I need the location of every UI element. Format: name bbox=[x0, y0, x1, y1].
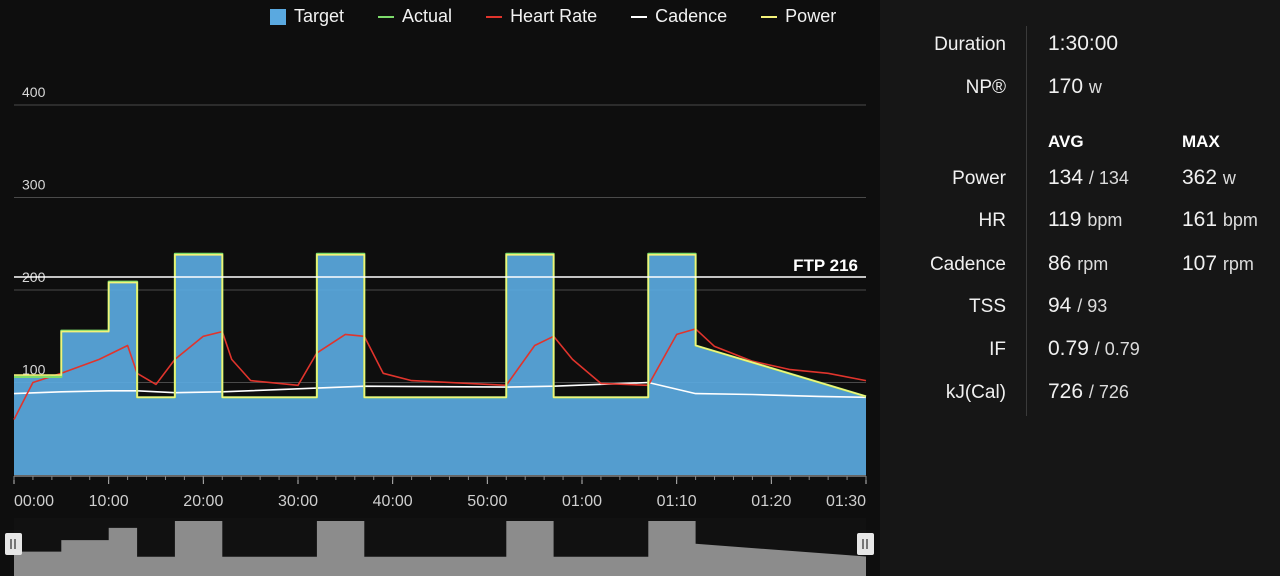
stat-label-cadence: Cadence bbox=[929, 254, 1006, 275]
overview-target-area bbox=[14, 521, 866, 576]
scrubber-handle-right[interactable] bbox=[857, 533, 874, 555]
legend-item-heart-rate: Heart Rate bbox=[486, 6, 597, 27]
power-series-line bbox=[14, 254, 867, 399]
duration-label: Duration bbox=[934, 34, 1006, 55]
y-tick-label: 100 bbox=[22, 362, 46, 378]
stat-label-hr: HR bbox=[978, 210, 1006, 231]
x-axis: 00:00 10:00 20:00 30:00 40:00 50:00 01:00 01:10… bbox=[13, 475, 867, 510]
x-tick-label: 01:00 bbox=[562, 493, 602, 510]
stat-max-unit: bpm bbox=[1222, 210, 1258, 230]
avg-header: AVG bbox=[1048, 132, 1084, 151]
stat-avg-value: 134 bbox=[1048, 166, 1084, 189]
ftp-label: FTP 216 bbox=[793, 256, 858, 275]
duration-value: 1:30:00 bbox=[1048, 32, 1119, 55]
stat-avg-tss: 94 / 93 bbox=[1048, 294, 1107, 318]
x-tick-label: 01:30 bbox=[826, 493, 866, 510]
x-tick-label: 50:00 bbox=[467, 493, 507, 510]
y-tick-label: 400 bbox=[22, 84, 46, 100]
scrubber-handles[interactable] bbox=[5, 533, 874, 555]
x-tick-label: 01:10 bbox=[657, 493, 697, 510]
stat-avg-value: 86 bbox=[1048, 252, 1072, 275]
x-tick-label: 40:00 bbox=[373, 493, 413, 510]
legend-item-cadence: Cadence bbox=[631, 6, 727, 27]
stat-avg-sub: rpm bbox=[1077, 254, 1109, 274]
x-tick-label: 30:00 bbox=[278, 493, 318, 510]
stats-divider bbox=[1026, 26, 1027, 416]
x-tick-label: 00:00 bbox=[14, 493, 54, 510]
stat-max-unit: rpm bbox=[1222, 254, 1254, 274]
x-tick-label: 10:00 bbox=[89, 493, 129, 510]
stat-avg-value: 0.79 bbox=[1048, 337, 1089, 360]
legend-label: Target bbox=[294, 6, 345, 26]
stat-max-cadence: 107 rpm bbox=[1182, 252, 1254, 276]
stat-max-value: 107 bbox=[1182, 252, 1218, 275]
stat-label-kj: kJ(Cal) bbox=[945, 382, 1006, 403]
stat-max-hr: 161 bpm bbox=[1182, 208, 1258, 232]
legend-swatch-heart-rate bbox=[486, 15, 503, 18]
stat-max-unit: w bbox=[1222, 168, 1236, 188]
y-tick-label: 300 bbox=[22, 177, 46, 193]
legend-swatch-power bbox=[761, 15, 778, 18]
np-value: 170 bbox=[1048, 75, 1084, 98]
stat-avg-sub: / 93 bbox=[1077, 296, 1108, 316]
np-unit: w bbox=[1088, 77, 1102, 97]
legend-swatch-target bbox=[270, 8, 286, 25]
target-series-area bbox=[14, 253, 866, 475]
max-header: MAX bbox=[1182, 132, 1220, 151]
stat-label-power: Power bbox=[952, 168, 1006, 189]
target-area bbox=[14, 253, 866, 475]
workout-chart-panel: Target Actual Heart Rate Cadence Power 1… bbox=[0, 0, 880, 576]
np-label: NP® bbox=[965, 77, 1006, 98]
legend-item-target: Target bbox=[270, 6, 344, 27]
workout-stats-panel: Duration 1:30:00 NP® 170 w AVG MAX Power… bbox=[880, 0, 1280, 576]
ftp-line: FTP 216 bbox=[14, 256, 866, 278]
legend-item-actual: Actual bbox=[378, 6, 452, 27]
legend-label: Actual bbox=[402, 6, 453, 26]
stat-avg-value: 119 bbox=[1048, 208, 1082, 231]
legend-label: Heart Rate bbox=[510, 6, 598, 26]
stat-avg-sub: bpm bbox=[1087, 210, 1123, 230]
stat-avg-power: 134 / 134 bbox=[1048, 166, 1129, 190]
stat-avg-if: 0.79 / 0.79 bbox=[1048, 337, 1140, 361]
overview-scrubber[interactable] bbox=[14, 518, 866, 576]
legend-label: Power bbox=[785, 6, 837, 26]
legend-swatch-actual bbox=[378, 15, 395, 18]
chart-legend: Target Actual Heart Rate Cadence Power bbox=[270, 6, 836, 27]
stat-avg-sub: / 134 bbox=[1088, 168, 1129, 188]
stat-avg-value: 726 bbox=[1048, 380, 1084, 403]
legend-item-power: Power bbox=[761, 6, 836, 27]
stat-avg-kj: 726 / 726 bbox=[1048, 380, 1129, 404]
stat-max-power: 362 w bbox=[1182, 166, 1236, 190]
stat-label-tss: TSS bbox=[969, 296, 1006, 317]
x-tick-label: 20:00 bbox=[183, 493, 223, 510]
np-value-group: 170 w bbox=[1048, 75, 1102, 99]
stat-avg-hr: 119 bpm bbox=[1048, 208, 1122, 232]
stat-avg-sub: / 0.79 bbox=[1094, 339, 1140, 359]
stat-avg-cadence: 86 rpm bbox=[1048, 252, 1108, 276]
stat-max-value: 161 bbox=[1182, 208, 1218, 231]
chart-lines bbox=[13, 252, 867, 420]
stat-label-if: IF bbox=[989, 339, 1006, 360]
stat-max-value: 362 bbox=[1182, 166, 1218, 189]
legend-label: Cadence bbox=[655, 6, 728, 26]
x-tick-label: 01:20 bbox=[751, 493, 791, 510]
stat-avg-value: 94 bbox=[1048, 294, 1072, 317]
stat-avg-sub: / 726 bbox=[1088, 382, 1129, 402]
scrubber-handle-left[interactable] bbox=[5, 533, 22, 555]
legend-swatch-cadence bbox=[631, 15, 648, 18]
